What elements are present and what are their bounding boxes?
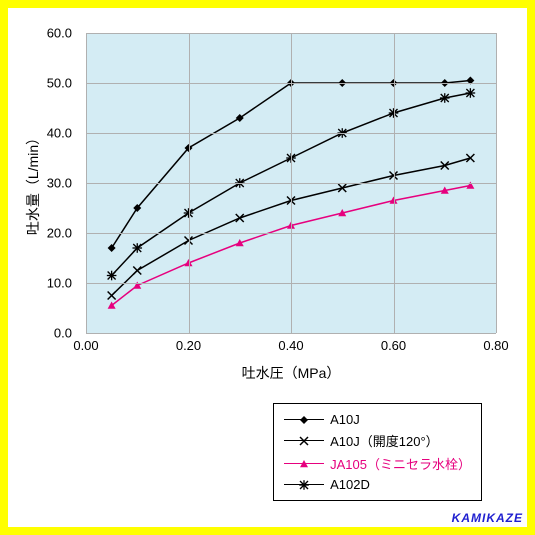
y-tick-label: 60.0	[32, 26, 72, 41]
marker-diamond-icon	[236, 114, 244, 122]
marker-triangle-icon	[441, 187, 449, 194]
y-axis-title: 吐水量（L/min）	[23, 131, 43, 235]
marker-asterisk-icon	[132, 243, 142, 253]
x-tick-label: 0.20	[176, 338, 201, 353]
x-axis-title: 吐水圧（MPa）	[86, 363, 496, 383]
y-tick-label: 0.0	[32, 326, 72, 341]
x-tick-label: 0.60	[381, 338, 406, 353]
legend-item-a10j-120: A10J（開度120°）	[284, 429, 471, 452]
marker-diamond-icon	[133, 204, 141, 212]
marker-x-icon	[338, 184, 346, 192]
legend-marker-x-icon	[297, 434, 311, 448]
x-tick-label: 0.40	[278, 338, 303, 353]
marker-asterisk-icon	[440, 93, 450, 103]
chart-wrap: 0.010.020.030.040.050.060.0 0.000.200.40…	[18, 18, 517, 398]
legend-label: A10J（開度120°）	[330, 431, 439, 450]
marker-x-icon	[441, 162, 449, 170]
gridline-vertical	[291, 33, 292, 333]
legend-swatch	[284, 413, 324, 427]
gridline-vertical	[496, 33, 497, 333]
x-tick-label: 0.00	[73, 338, 98, 353]
legend-swatch	[284, 478, 324, 492]
legend-label: A102D	[330, 477, 370, 492]
chart-container: 0.010.020.030.040.050.060.0 0.000.200.40…	[8, 8, 527, 527]
legend-item-a102d: A102D	[284, 475, 471, 494]
legend-item-ja105: JA105（ミニセラ水栓）	[284, 452, 471, 475]
y-tick-label: 50.0	[32, 76, 72, 91]
marker-x-icon	[108, 292, 116, 300]
legend-label: JA105（ミニセラ水栓）	[330, 454, 471, 473]
legend-marker-diamond-icon	[297, 413, 311, 427]
legend: A10J A10J（開度120°） JA105（ミニセラ水栓） A102D	[273, 403, 482, 501]
legend-marker-triangle-icon	[297, 457, 311, 471]
gridline-vertical	[189, 33, 190, 333]
marker-x-icon	[236, 214, 244, 222]
x-tick-label: 0.80	[483, 338, 508, 353]
legend-swatch	[284, 434, 324, 448]
marker-triangle-icon	[236, 239, 244, 246]
y-tick-label: 10.0	[32, 276, 72, 291]
gridline-horizontal	[86, 333, 496, 334]
marker-triangle-icon	[338, 209, 346, 216]
marker-asterisk-icon	[466, 88, 476, 98]
gridline-vertical	[86, 33, 87, 333]
marker-diamond-icon	[108, 244, 116, 252]
watermark: KAMIKAZE	[452, 511, 523, 525]
marker-triangle-icon	[108, 302, 116, 309]
marker-x-icon	[133, 267, 141, 275]
marker-x-icon	[466, 154, 474, 162]
legend-item-a10j: A10J	[284, 410, 471, 429]
legend-marker-asterisk-icon	[297, 478, 311, 492]
legend-label: A10J	[330, 412, 360, 427]
gridline-vertical	[394, 33, 395, 333]
legend-swatch	[284, 457, 324, 471]
marker-asterisk-icon	[107, 271, 117, 281]
